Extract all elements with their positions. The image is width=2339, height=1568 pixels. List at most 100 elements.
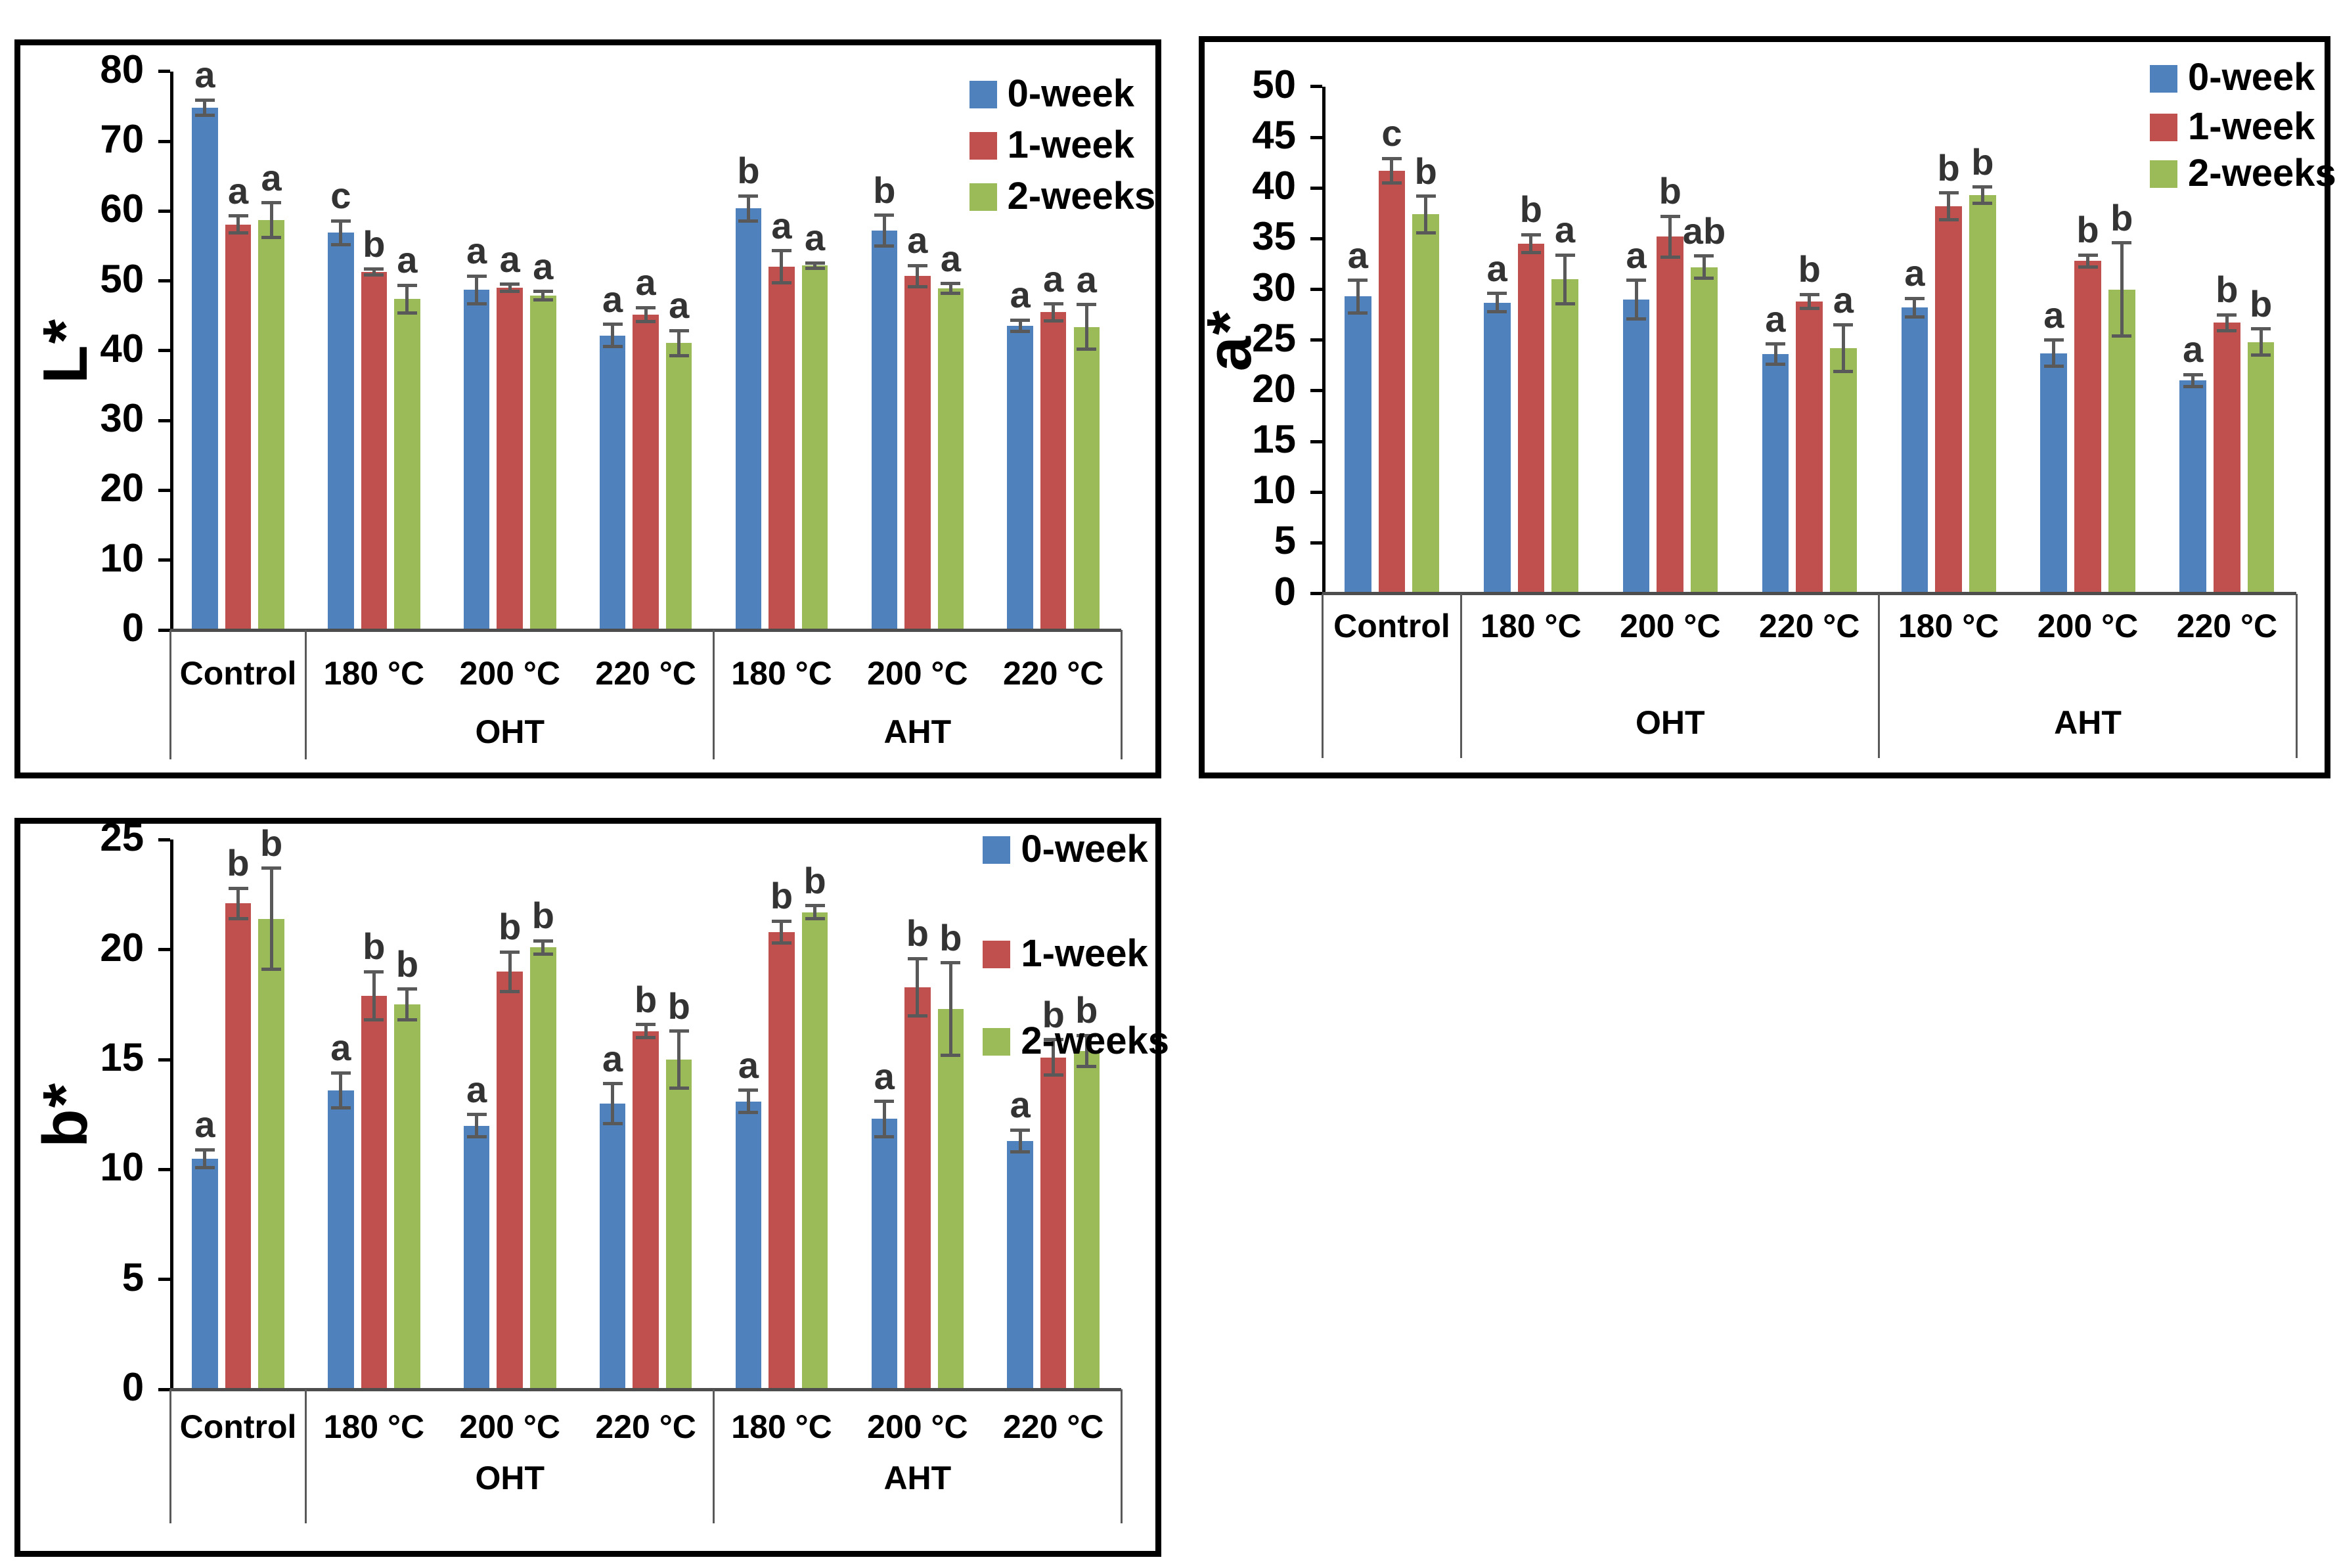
error-bar [916, 265, 920, 287]
error-cap-bottom [1799, 307, 1819, 311]
error-bar [236, 215, 240, 233]
error-cap-bottom [533, 952, 553, 956]
error-cap-top [1660, 214, 1680, 218]
error-cap-top [1904, 296, 1925, 300]
significance-letter: a [1904, 252, 1925, 294]
significance-letter: a [907, 219, 928, 261]
significance-letter: a [1486, 247, 1507, 289]
bar-0-week-3 [599, 1104, 626, 1390]
error-bar [269, 868, 273, 970]
error-bar [1356, 280, 1360, 313]
bar-1-week-4 [769, 931, 795, 1390]
x-category-label: 180 °C [323, 654, 425, 692]
error-bar [269, 202, 273, 238]
bar-1-week-3 [633, 1031, 659, 1390]
bar-2-weeks-5 [937, 1009, 964, 1390]
error-cap-top [330, 1071, 351, 1075]
error-cap-top [1521, 233, 1541, 236]
significance-letter: a [1076, 258, 1097, 300]
y-tick-label: 20 [100, 925, 145, 970]
bar-2-weeks-2 [530, 295, 556, 631]
group-divider [713, 1389, 715, 1523]
error-cap-top [1043, 302, 1063, 306]
bar-0-week-4 [1901, 307, 1928, 594]
error-cap-bottom [1043, 319, 1063, 323]
x-category-label: Control [179, 654, 297, 692]
bar-2-weeks-6 [1073, 326, 1100, 631]
bar-1-week-4 [1935, 206, 1962, 594]
bar-2-weeks-3 [665, 1060, 692, 1390]
significance-letter: b [363, 926, 386, 968]
error-cap-top [907, 956, 927, 960]
x-category-label: 220 °C [595, 654, 696, 692]
significance-letter: b [499, 906, 522, 948]
y-tick-mark [1310, 439, 1323, 443]
error-cap-top [1077, 1033, 1097, 1037]
x-category-label: 200 °C [459, 654, 560, 692]
error-cap-bottom [1972, 201, 1993, 205]
y-tick-mark [1310, 490, 1323, 494]
error-bar [1634, 280, 1638, 319]
error-bar [1084, 304, 1088, 349]
bar-2-weeks-1 [1551, 279, 1578, 594]
error-cap-bottom [500, 989, 520, 993]
legend-label-0-week: 0-week [1021, 827, 1148, 870]
error-cap-bottom [771, 941, 791, 945]
bar-2-weeks-3 [665, 343, 692, 631]
error-cap-bottom [2112, 334, 2132, 338]
error-bar [746, 196, 750, 221]
significance-letter: b [1937, 146, 1960, 189]
error-cap-bottom [364, 273, 384, 277]
significance-letter: b [667, 985, 690, 1027]
error-bar [541, 291, 545, 300]
error-cap-bottom [500, 290, 520, 294]
error-bar [916, 958, 920, 1016]
error-cap-bottom [194, 114, 215, 118]
x-axis-line [1322, 592, 2297, 596]
x-category-label: 180 °C [731, 654, 832, 692]
error-cap-top [1799, 292, 1819, 296]
error-cap-bottom [636, 319, 656, 323]
y-tick-mark [1310, 236, 1323, 240]
group-divider [1120, 1389, 1123, 1523]
legend-label-1-week: 1-week [1007, 123, 1135, 166]
y-tick-label: 5 [1274, 518, 1297, 563]
error-cap-top [397, 283, 417, 287]
significance-letter: b [1798, 248, 1821, 290]
legend-chip-1-week [983, 941, 1011, 969]
legend-chip-1-week [2150, 114, 2178, 142]
error-cap-top [2078, 253, 2098, 257]
error-cap-top [669, 1029, 689, 1033]
y-tick-mark [158, 1278, 171, 1282]
x-group-label: AHT [883, 1459, 952, 1496]
significance-letter: b [939, 916, 962, 958]
y-tick-label: 45 [1252, 113, 1297, 157]
error-cap-bottom [805, 267, 825, 271]
error-cap-bottom [805, 917, 825, 921]
error-bar [475, 1114, 479, 1137]
error-bar [780, 250, 784, 283]
error-cap-top [907, 263, 927, 267]
error-cap-bottom [907, 1014, 927, 1018]
error-cap-top [261, 866, 282, 870]
significance-letter: b [2110, 196, 2133, 238]
error-bar [405, 285, 409, 313]
error-bar [2191, 374, 2195, 387]
x-category-label: 180 °C [1898, 608, 1999, 645]
error-cap-bottom [1487, 309, 1507, 313]
legend-label-0-week: 0-week [1007, 72, 1135, 116]
error-bar [1563, 255, 1567, 304]
bar-0-week-5 [871, 1119, 898, 1390]
error-bar [1018, 1130, 1022, 1152]
error-cap-bottom [2043, 365, 2064, 369]
y-tick-label: 10 [100, 1145, 145, 1190]
error-cap-top [397, 987, 417, 991]
y-tick-label: 50 [100, 256, 145, 301]
error-cap-bottom [1938, 217, 1959, 221]
error-cap-top [1077, 303, 1097, 307]
bar-1-week-3 [633, 314, 659, 631]
error-bar [1052, 303, 1056, 321]
significance-letter: a [1010, 1084, 1031, 1126]
group-divider [1321, 593, 1324, 758]
significance-letter: b [227, 842, 250, 884]
